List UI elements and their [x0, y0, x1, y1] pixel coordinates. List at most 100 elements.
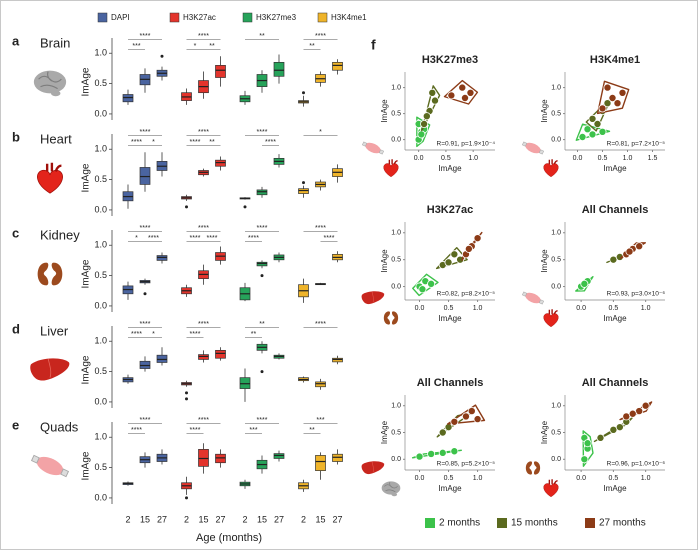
box — [139, 360, 151, 369]
icon-shape — [521, 141, 528, 147]
y-tick-label: 1.0 — [391, 403, 401, 410]
significance-label: **** — [248, 235, 259, 242]
x-tick-label: 27 — [215, 514, 225, 524]
significance-label: **** — [257, 417, 268, 424]
significance-label: **** — [315, 225, 326, 232]
icon-shape — [371, 291, 374, 303]
significance-label: ** — [259, 33, 265, 40]
stat-annotation: R=0.93, p=3.0×10⁻⁶ — [607, 291, 666, 298]
x-tick-label: 15 — [198, 514, 208, 524]
icon-shape — [391, 311, 399, 325]
outlier — [185, 391, 188, 395]
x-tick-label: 0.5 — [441, 155, 451, 162]
significance-label: **** — [131, 427, 142, 434]
icon-shape — [391, 492, 398, 497]
x-tick-label: 0.5 — [444, 475, 454, 482]
organ-icon — [361, 291, 385, 305]
x-tick-label: 15 — [315, 514, 325, 524]
organ-label: Kidney — [40, 227, 80, 242]
point — [427, 279, 436, 288]
y-tick-label: 0.0 — [391, 136, 401, 143]
x-tick-label: 2 — [301, 514, 306, 524]
point — [450, 417, 459, 426]
legend-swatch — [585, 518, 595, 528]
outlier — [302, 181, 305, 185]
significance-label: *** — [316, 417, 324, 424]
x-axis-label: ImAge — [603, 314, 627, 323]
x-tick-label: 2 — [184, 514, 189, 524]
box — [273, 61, 285, 77]
legend-label: H3K4me1 — [331, 13, 367, 22]
significance-label: **** — [315, 321, 326, 328]
legend-swatch — [169, 12, 180, 23]
icon-shape — [33, 70, 67, 94]
icon-shape — [365, 142, 381, 154]
box — [215, 159, 226, 167]
y-axis-label: ImAge — [540, 99, 549, 123]
significance-label: *** — [249, 427, 257, 434]
y-tick-label: 0.5 — [551, 110, 561, 117]
y-axis-label: ImAge — [380, 420, 389, 444]
significance-label: **** — [140, 129, 151, 136]
point — [438, 428, 447, 437]
point — [578, 132, 587, 141]
y-axis-label: ImAge — [81, 451, 92, 480]
y-axis-label: ImAge — [380, 249, 389, 273]
box — [198, 449, 209, 467]
x-tick-label: 0.0 — [415, 475, 425, 482]
icon-shape — [36, 456, 64, 476]
icon-shape — [51, 262, 63, 286]
icon-shape — [521, 291, 528, 297]
point — [447, 91, 456, 100]
y-tick-label: 0.5 — [551, 429, 561, 436]
point — [588, 130, 597, 139]
y-axis-label: ImAge — [540, 249, 549, 273]
point — [464, 244, 473, 253]
x-tick-label: 0.5 — [444, 305, 454, 312]
legend-swatch — [425, 518, 435, 528]
point — [625, 247, 634, 256]
outlier — [260, 370, 264, 374]
outlier — [185, 397, 188, 401]
organ-icon — [543, 309, 559, 328]
y-tick-label: 0.0 — [551, 283, 561, 290]
organ-label: Heart — [40, 131, 72, 146]
box — [156, 354, 168, 363]
panel-label: f — [371, 37, 376, 53]
icon-shape — [37, 169, 63, 194]
y-tick-label: 0.0 — [94, 300, 107, 310]
point — [473, 415, 482, 424]
outlier — [160, 54, 164, 58]
icon-shape — [388, 159, 398, 165]
y-tick-label: 0.5 — [551, 256, 561, 263]
box — [256, 261, 268, 267]
cluster-outline — [443, 79, 479, 105]
icon-shape — [378, 149, 385, 155]
plot-title: H3K4me1 — [590, 54, 640, 66]
box — [315, 455, 326, 471]
x-tick-label: 0.0 — [576, 475, 586, 482]
organ-icon — [521, 291, 545, 305]
y-tick-label: 0.5 — [94, 366, 107, 376]
point — [427, 449, 436, 458]
legend-swatch — [317, 12, 328, 23]
x-tick-label: 1.5 — [648, 155, 658, 162]
y-tick-label: 1.0 — [551, 230, 561, 237]
x-axis-label: ImAge — [438, 164, 462, 173]
point — [608, 94, 617, 103]
organ-icon — [383, 311, 399, 325]
legend-label: H3K27me3 — [256, 13, 297, 22]
significance-label: **** — [190, 427, 201, 434]
box — [315, 381, 326, 388]
y-axis-label: ImAge — [81, 163, 92, 192]
icon-shape — [538, 299, 545, 305]
point — [450, 250, 459, 259]
significance-label: **** — [315, 33, 326, 40]
organ-icon — [543, 479, 559, 498]
x-axis-label: ImAge — [603, 484, 627, 493]
x-axis-label: Age (months) — [196, 532, 262, 544]
x-tick-label: 0.5 — [609, 475, 619, 482]
icon-shape — [533, 461, 541, 475]
significance-label: ** — [259, 321, 265, 328]
